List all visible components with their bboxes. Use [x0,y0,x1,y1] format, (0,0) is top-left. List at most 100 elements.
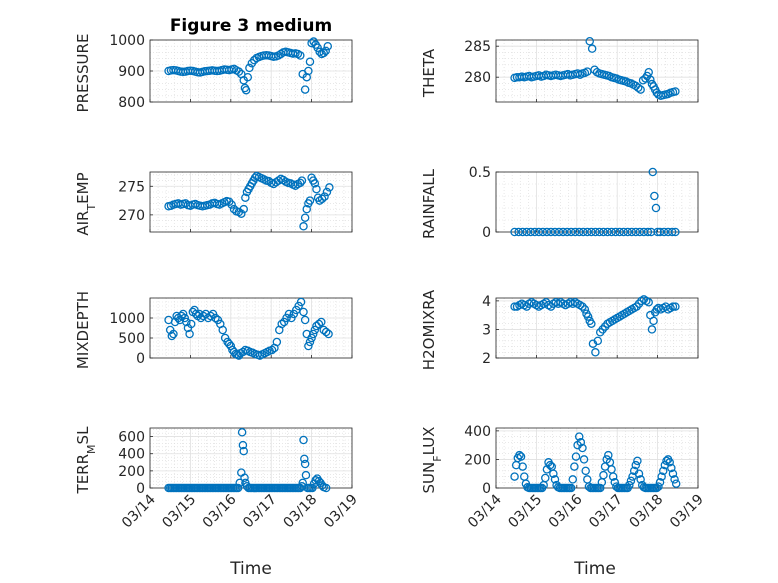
data-point [566,483,576,493]
y-tick-label: 0 [482,481,491,497]
data-point [634,469,644,478]
subplot-theta: 280 285 THETA [420,36,699,103]
data-point [245,63,254,73]
data-point [657,472,666,481]
y-axis-label: TERRMSL [74,426,98,495]
data-point [668,302,678,311]
data-point [636,85,645,94]
y-tick-label: 400 [464,424,491,440]
data-point [654,482,663,491]
data-point [317,317,326,327]
data-point [599,227,608,237]
y-axis-label: SUNFLUX [420,427,444,494]
data-point [277,319,286,329]
data-point [304,341,313,351]
data-point [304,66,313,76]
data-point [579,227,588,237]
data-point [302,72,312,82]
data-point [651,203,661,213]
data-point [595,483,605,493]
data-point [541,473,550,483]
data-point [227,200,236,209]
y-tick-label: 800 [118,95,145,111]
y-axis-label: H2OMIXRA [420,289,438,370]
x-axis-label-right: Time [573,559,616,579]
y-tick-label: 1000 [109,311,145,327]
y-axis-label: PRESSURE [74,34,92,113]
data-point [587,319,596,328]
data-point [574,227,584,237]
data-point [615,227,624,237]
data-point [272,337,282,347]
data-point [667,227,677,237]
subplot-air-temp: 270 275 AIRTEMP [74,171,353,236]
data-point [583,312,593,321]
data-point [578,443,587,453]
data-point [323,41,333,51]
data-point [510,227,519,237]
y-axis-label: RAINFALL [420,168,438,239]
data-point [180,313,189,323]
data-point [587,227,596,237]
data-point [325,183,334,192]
data-point [239,204,248,214]
data-point [631,460,641,470]
data-point [625,480,634,490]
data-point [299,435,308,445]
data-point [321,327,331,337]
subplot-pressure: 800 900 1000 PRESSURE [74,33,353,113]
data-point [570,227,580,237]
data-point [312,184,321,194]
y-tick-label: 1000 [109,33,145,49]
y-tick-label: 0 [136,481,145,497]
data-point [319,48,328,58]
axes-box [149,297,353,359]
data-point [576,438,586,447]
y-axis-label: MIXDEPTH [74,291,92,369]
y-tick-label: 0 [136,351,145,367]
data-point [305,337,315,347]
data-point [670,475,679,484]
data-point [301,470,311,480]
data-point [233,483,243,493]
data-point [566,227,576,237]
data-point [243,72,253,82]
data-point [206,311,215,321]
data-point [299,222,308,231]
data-point [186,319,196,329]
data-point [659,227,669,237]
data-point [574,432,584,441]
data-point [648,167,658,177]
y-tick-label: 0 [482,225,491,241]
data-point [300,454,309,464]
data-point [646,75,655,84]
data-point [611,227,620,237]
y-tick-label: 0.5 [469,165,491,181]
axes-box [495,39,699,103]
data-point [299,307,308,317]
data-point [211,313,220,323]
data-point [546,227,556,237]
data-point [623,227,632,237]
data-point [635,227,645,237]
data-point [167,331,177,341]
data-point [178,309,188,319]
y-axis-label: THETA [420,48,438,98]
subplot-mixdepth: 0 500 1000 MIXDEPTH [74,291,353,369]
data-point [305,196,315,205]
data-point [510,472,519,481]
data-point [591,227,600,237]
y-tick-label: 600 [118,430,145,446]
y-tick-label: 3 [482,322,491,338]
data-point [241,193,250,202]
data-point [267,345,277,355]
subplot-h2omixra: 2 3 4 H2OMIXRA [420,289,699,370]
data-point [185,329,194,339]
data-point [515,450,524,460]
data-point [300,85,310,94]
data-point [562,227,572,237]
data-point [195,309,204,319]
data-point [558,227,568,237]
data-point [646,227,656,237]
